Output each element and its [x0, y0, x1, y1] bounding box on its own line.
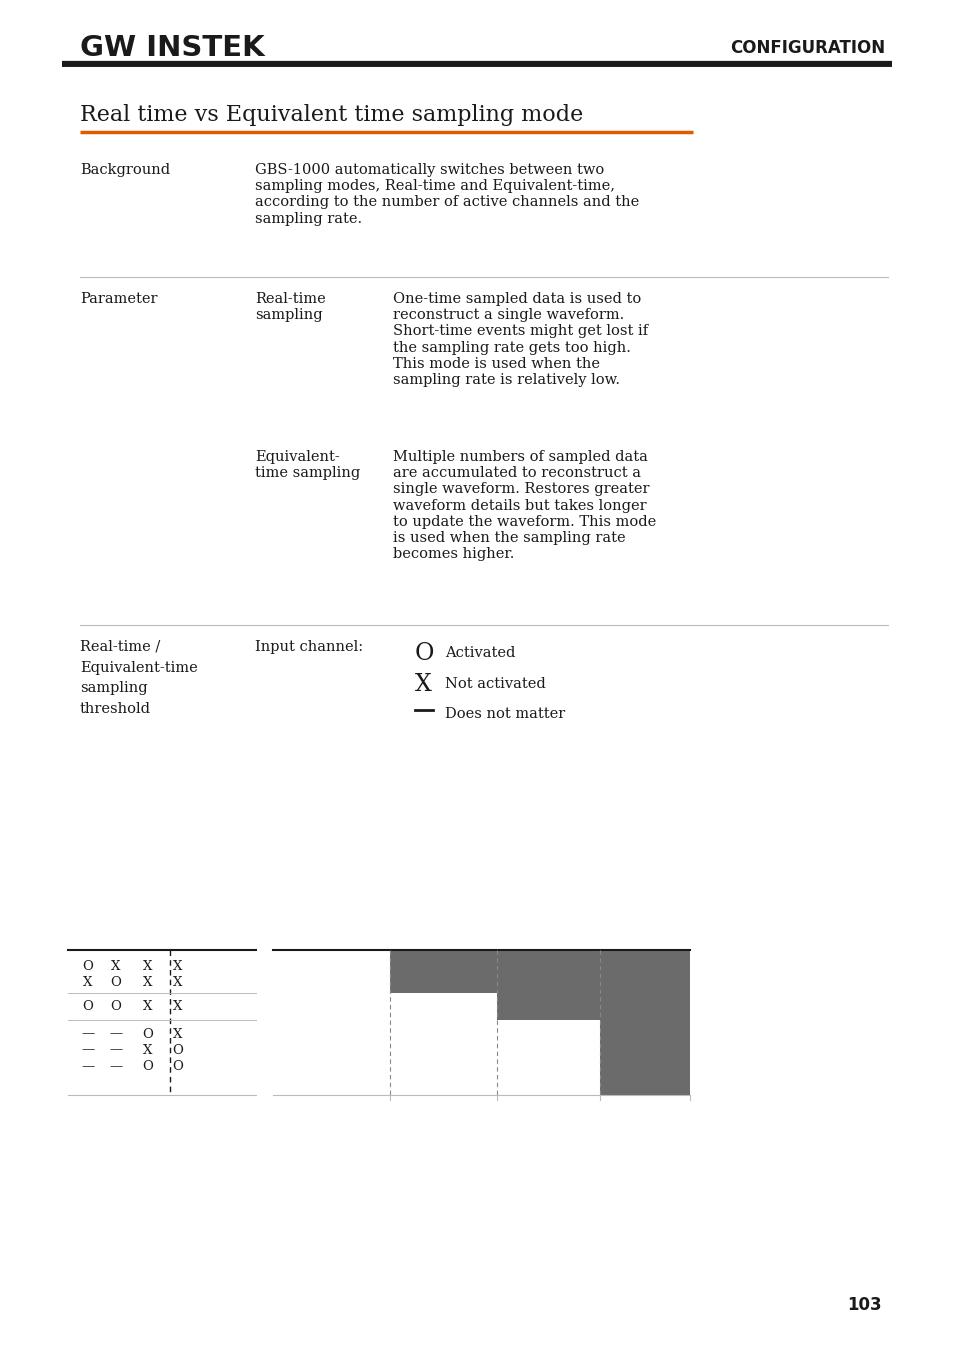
- Text: Parameter: Parameter: [80, 292, 157, 306]
- Bar: [599, 1021, 689, 1095]
- Bar: [390, 950, 689, 994]
- Text: Not activated: Not activated: [444, 676, 545, 691]
- Text: —: —: [110, 1027, 123, 1041]
- Text: O: O: [172, 1061, 183, 1073]
- Text: O: O: [83, 1000, 93, 1014]
- Text: O: O: [142, 1061, 153, 1073]
- Text: O: O: [111, 976, 121, 990]
- Text: Multiple numbers of sampled data
are accumulated to reconstruct a
single wavefor: Multiple numbers of sampled data are acc…: [393, 450, 656, 562]
- Text: Real-time /
Equivalent-time
sampling
threshold: Real-time / Equivalent-time sampling thr…: [80, 640, 197, 716]
- Text: O: O: [142, 1027, 153, 1041]
- Text: X: X: [173, 1000, 182, 1014]
- Text: Real-time
sampling: Real-time sampling: [254, 292, 325, 323]
- Text: Does not matter: Does not matter: [444, 707, 565, 721]
- Text: Input channel:: Input channel:: [254, 640, 363, 653]
- Text: GW INSTEK: GW INSTEK: [80, 34, 264, 62]
- Text: —: —: [81, 1061, 94, 1073]
- Text: X: X: [173, 976, 182, 990]
- Text: Background: Background: [80, 163, 170, 177]
- Text: X: X: [112, 960, 121, 972]
- Bar: [497, 994, 689, 1021]
- Text: Real time vs Equivalent time sampling mode: Real time vs Equivalent time sampling mo…: [80, 104, 582, 126]
- Text: —: —: [110, 1044, 123, 1057]
- Text: O: O: [415, 643, 434, 666]
- Text: X: X: [143, 960, 152, 972]
- Text: X: X: [143, 1044, 152, 1057]
- Text: Equivalent-
time sampling: Equivalent- time sampling: [254, 450, 360, 481]
- Text: GBS-1000 automatically switches between two
sampling modes, Real-time and Equiva: GBS-1000 automatically switches between …: [254, 163, 639, 225]
- Text: O: O: [83, 960, 93, 972]
- Text: —: —: [81, 1027, 94, 1041]
- Text: Activated: Activated: [444, 647, 515, 660]
- Text: X: X: [415, 674, 432, 697]
- Text: CONFIGURATION: CONFIGURATION: [729, 39, 884, 57]
- Text: X: X: [143, 976, 152, 990]
- Text: O: O: [172, 1044, 183, 1057]
- Text: X: X: [173, 960, 182, 972]
- Text: X: X: [173, 1027, 182, 1041]
- Text: X: X: [83, 976, 92, 990]
- Text: 103: 103: [846, 1296, 882, 1314]
- Text: —: —: [81, 1044, 94, 1057]
- Text: One-time sampled data is used to
reconstruct a single waveform.
Short-time event: One-time sampled data is used to reconst…: [393, 292, 647, 387]
- Text: X: X: [143, 1000, 152, 1014]
- Text: O: O: [111, 1000, 121, 1014]
- Text: —: —: [110, 1061, 123, 1073]
